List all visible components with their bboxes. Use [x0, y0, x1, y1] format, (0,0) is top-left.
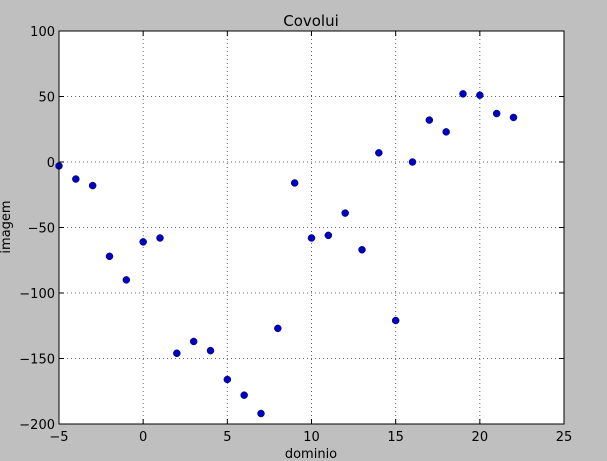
- x-tick-label: 25: [556, 430, 573, 445]
- data-point: [324, 231, 333, 240]
- y-tick-label: 0: [47, 156, 55, 171]
- data-point: [476, 91, 484, 99]
- y-axis-label: imagem: [0, 200, 14, 253]
- data-point: [425, 116, 434, 124]
- data-point: [156, 234, 164, 242]
- y-tick-label: −100: [19, 287, 55, 302]
- data-point: [139, 238, 147, 246]
- x-tick-label: 0: [139, 430, 147, 445]
- data-point: [492, 109, 501, 118]
- data-point: [358, 246, 366, 254]
- data-point: [122, 276, 131, 284]
- data-point: [189, 337, 198, 346]
- data-point: [459, 90, 467, 98]
- x-tick-label: 15: [387, 430, 404, 445]
- data-point: [88, 181, 97, 190]
- data-point: [509, 113, 518, 122]
- data-point: [375, 149, 383, 157]
- data-points: [55, 90, 518, 418]
- data-point: [290, 179, 299, 187]
- data-point: [72, 175, 80, 183]
- data-point: [240, 391, 248, 399]
- data-point: [223, 375, 232, 384]
- data-point: [408, 158, 417, 166]
- data-point: [341, 209, 349, 217]
- x-tick-label: 20: [472, 430, 489, 445]
- y-tick-label: 100: [30, 25, 55, 40]
- x-tick-label: 5: [223, 430, 231, 445]
- y-tick-label: −150: [19, 353, 55, 368]
- data-point: [442, 128, 450, 136]
- chart-title: Covolui: [283, 12, 339, 30]
- x-tick-label: 10: [303, 430, 320, 445]
- data-point: [173, 349, 181, 358]
- y-tick-label: −200: [19, 418, 55, 433]
- data-point: [391, 316, 400, 325]
- data-point: [206, 346, 215, 355]
- x-axis-label: dominio: [285, 447, 337, 461]
- data-point: [257, 409, 265, 418]
- data-point: [105, 252, 114, 261]
- data-point: [274, 324, 282, 333]
- y-tick-label: 50: [38, 91, 55, 106]
- data-point: [307, 234, 316, 242]
- x-tick-label: −5: [49, 430, 68, 445]
- y-tick-label: −50: [28, 222, 55, 237]
